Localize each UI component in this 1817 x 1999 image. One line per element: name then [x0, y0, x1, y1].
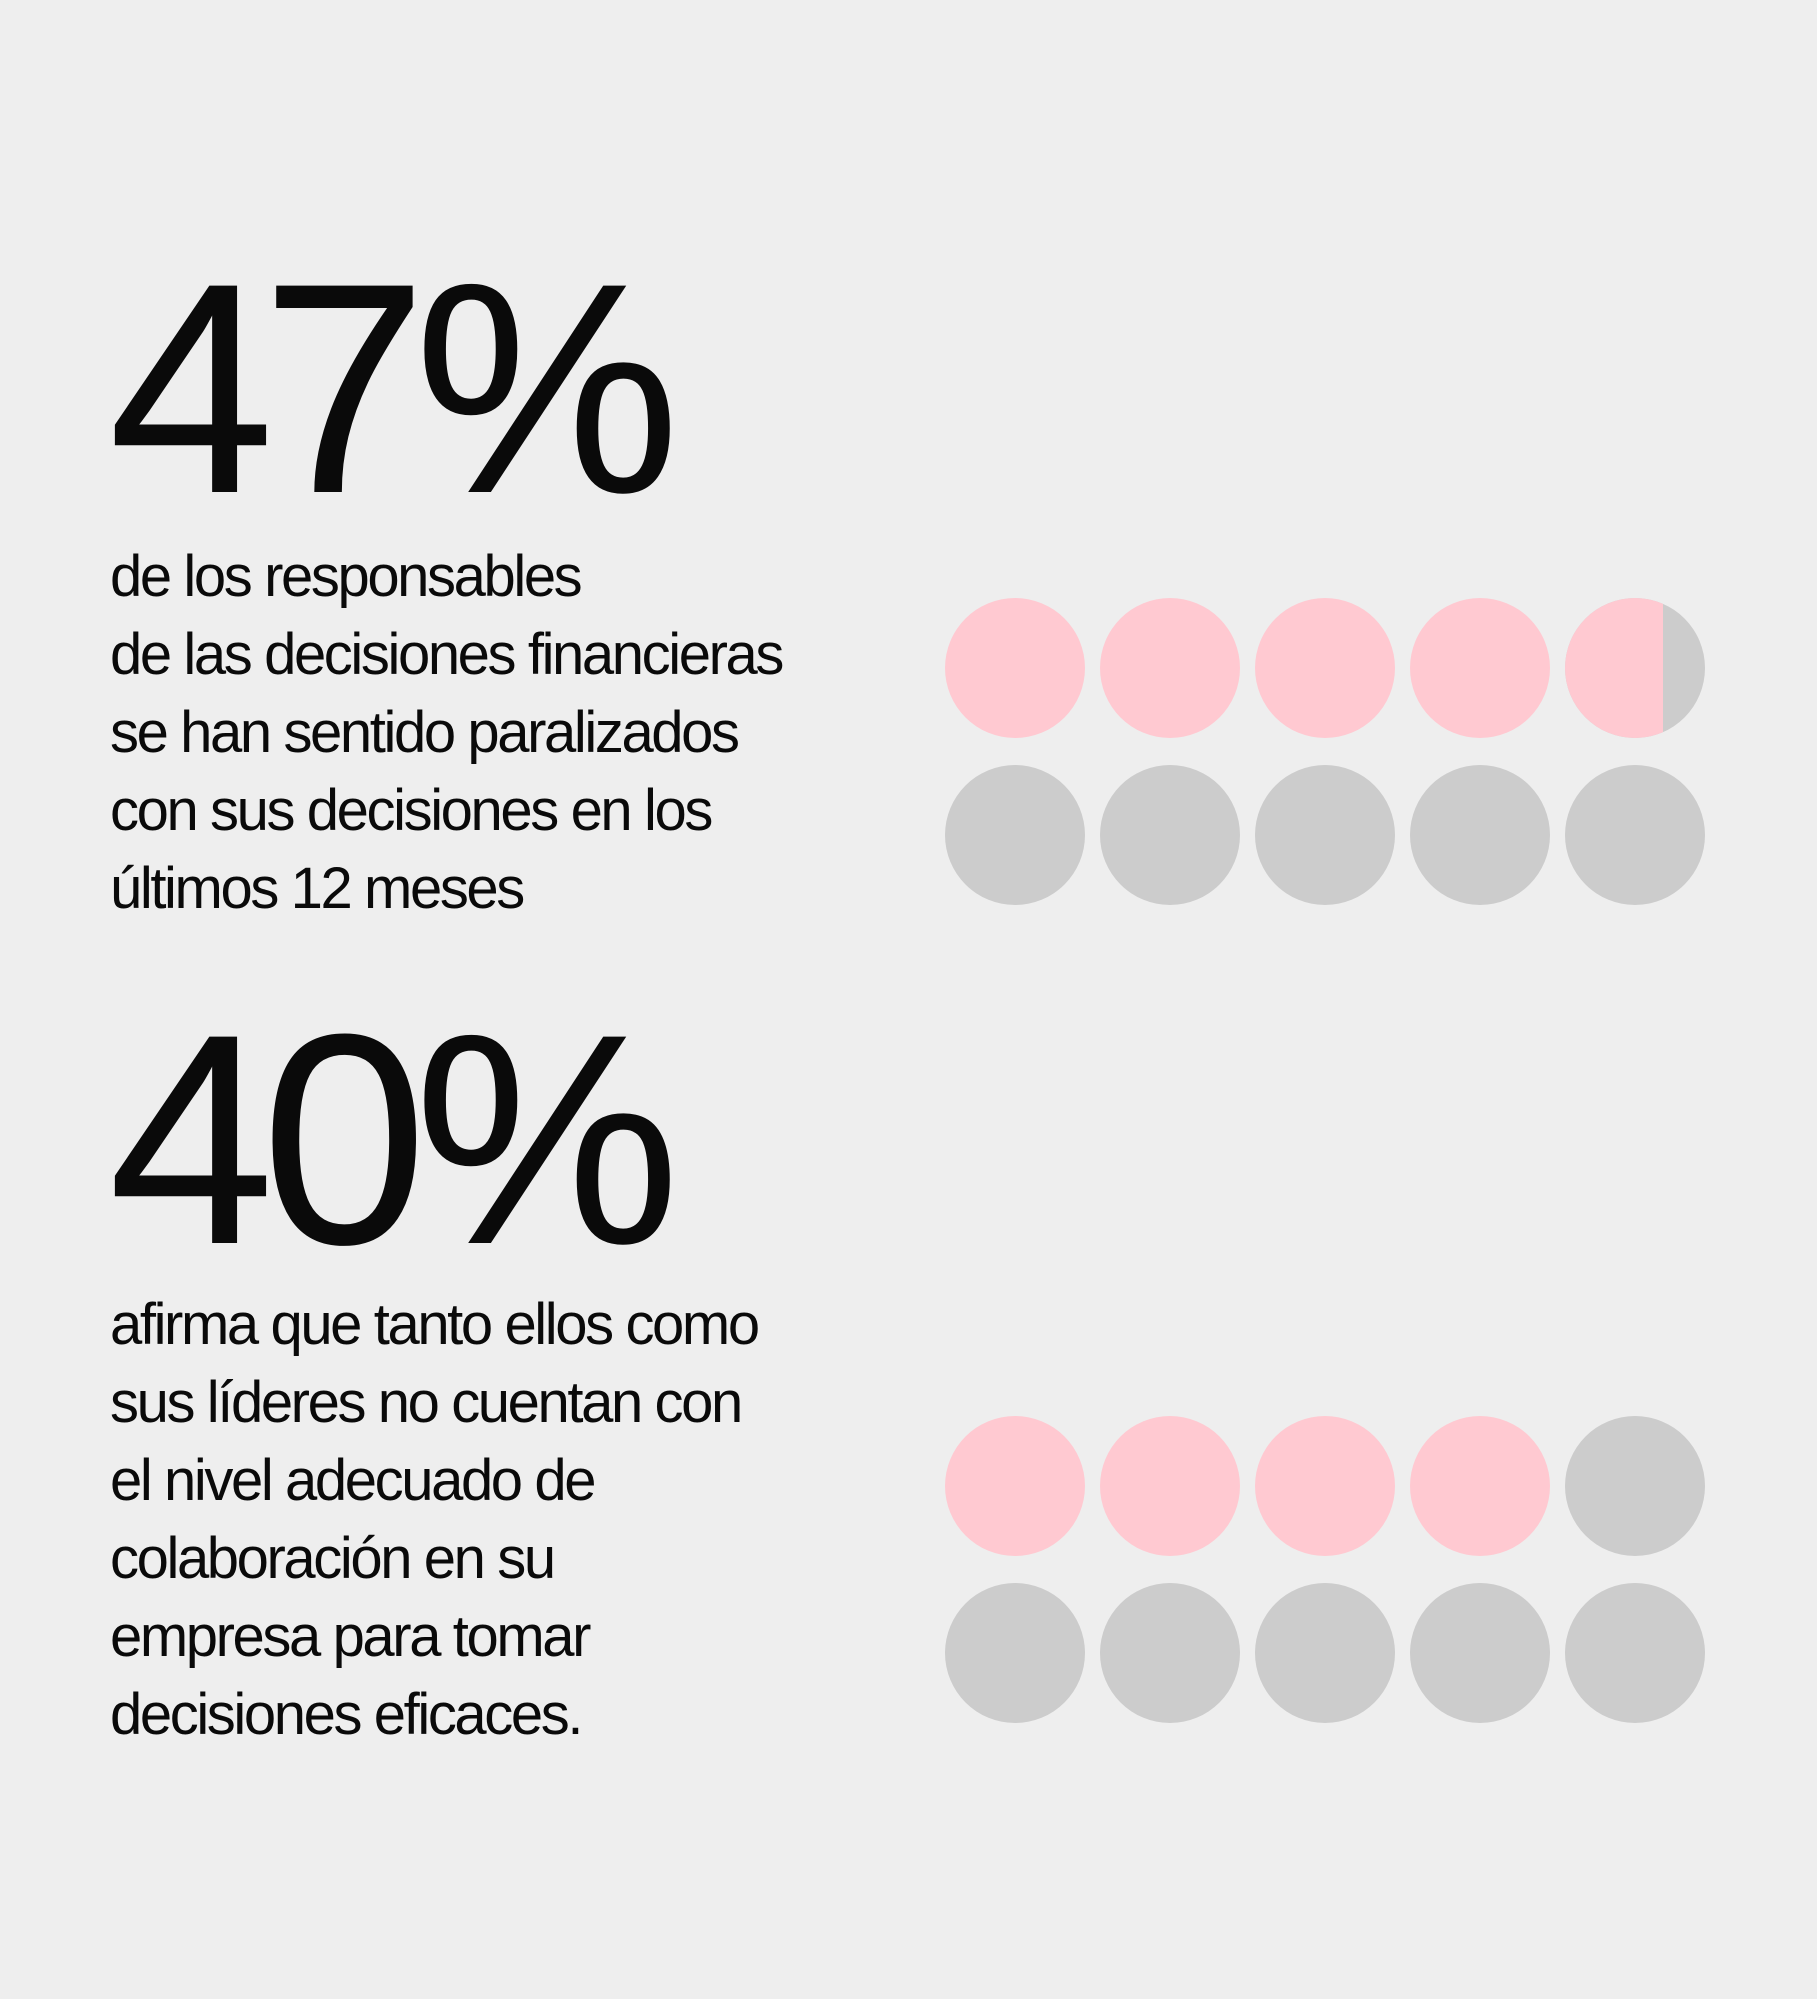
waffle-dot — [1255, 1583, 1395, 1723]
stat-block-1: 47% de los responsables de las decisione… — [0, 0, 1817, 980]
waffle-dot — [1100, 1583, 1240, 1723]
stat-2-description-line: afirma que tanto ellos como — [110, 1292, 760, 1357]
waffle-dot-empty — [1100, 765, 1240, 905]
stat-1-waffle-chart — [945, 598, 1707, 905]
waffle-dot-filled — [945, 1416, 1085, 1556]
waffle-dot — [945, 598, 1085, 738]
waffle-dot-filled — [1255, 598, 1395, 738]
stat-block-2: 40% afirma que tanto ellos como sus líde… — [0, 980, 1817, 1999]
waffle-dot — [1565, 598, 1705, 738]
waffle-dot — [1565, 1583, 1705, 1723]
waffle-dot — [1565, 765, 1705, 905]
waffle-dot-empty — [1255, 765, 1395, 905]
stat-2-description-line: el nivel adecuado de — [110, 1448, 596, 1513]
stat-2-description-line: empresa para tomar — [110, 1604, 591, 1669]
waffle-dot-partial-fill — [1565, 598, 1663, 738]
waffle-dot-filled — [1100, 1416, 1240, 1556]
stat-2-description-line: sus líderes no cuentan con — [110, 1370, 743, 1435]
waffle-dot-filled — [1410, 1416, 1550, 1556]
stat-1-description-line: se han sentido paralizados — [110, 700, 740, 765]
waffle-svg — [945, 598, 1705, 905]
waffle-dot — [1565, 1416, 1705, 1556]
waffle-dot — [1410, 1416, 1550, 1556]
stat-1-description-line: últimos 12 meses — [110, 856, 525, 921]
stat-1-percentage: 47% — [108, 220, 680, 556]
waffle-dot — [1410, 598, 1550, 738]
waffle-dot — [1255, 598, 1395, 738]
waffle-dot — [1100, 598, 1240, 738]
waffle-dot — [945, 765, 1085, 905]
waffle-dot-empty — [1410, 1583, 1550, 1723]
waffle-dot-filled — [1100, 598, 1240, 738]
stat-2-waffle-chart — [945, 1416, 1707, 1723]
waffle-dot-empty — [1255, 1583, 1395, 1723]
stat-2-description-line: decisiones eficaces. — [110, 1682, 583, 1747]
waffle-dot-empty — [945, 765, 1085, 905]
waffle-dot — [1410, 765, 1550, 905]
waffle-dot — [1100, 765, 1240, 905]
waffle-dot — [1410, 1583, 1550, 1723]
waffle-svg — [945, 1416, 1705, 1723]
waffle-dot — [1255, 765, 1395, 905]
waffle-dot — [945, 1583, 1085, 1723]
waffle-dot-filled — [1410, 598, 1550, 738]
waffle-dot — [1100, 1416, 1240, 1556]
waffle-dot-filled — [945, 598, 1085, 738]
waffle-dot-empty — [1565, 1416, 1705, 1556]
waffle-dot — [1255, 1416, 1395, 1556]
waffle-dot — [945, 1416, 1085, 1556]
stat-2-percentage: 40% — [108, 971, 680, 1307]
waffle-dot-empty — [1565, 1583, 1705, 1723]
waffle-dot-empty — [945, 1583, 1085, 1723]
waffle-dot-empty — [1100, 1583, 1240, 1723]
waffle-dot-empty — [1565, 765, 1705, 905]
stat-1-description-line: con sus decisiones en los — [110, 778, 713, 843]
stat-1-description-line: de las decisiones financieras — [110, 622, 784, 687]
stat-2-description-line: colaboración en su — [110, 1526, 556, 1591]
stat-2-description: afirma que tanto ellos como sus líderes … — [110, 1286, 890, 1754]
stat-1-description-line: de los responsables — [110, 544, 583, 609]
waffle-dot-filled — [1255, 1416, 1395, 1556]
waffle-dot-empty — [1410, 765, 1550, 905]
stat-1-description: de los responsables de las decisiones fi… — [110, 538, 890, 928]
